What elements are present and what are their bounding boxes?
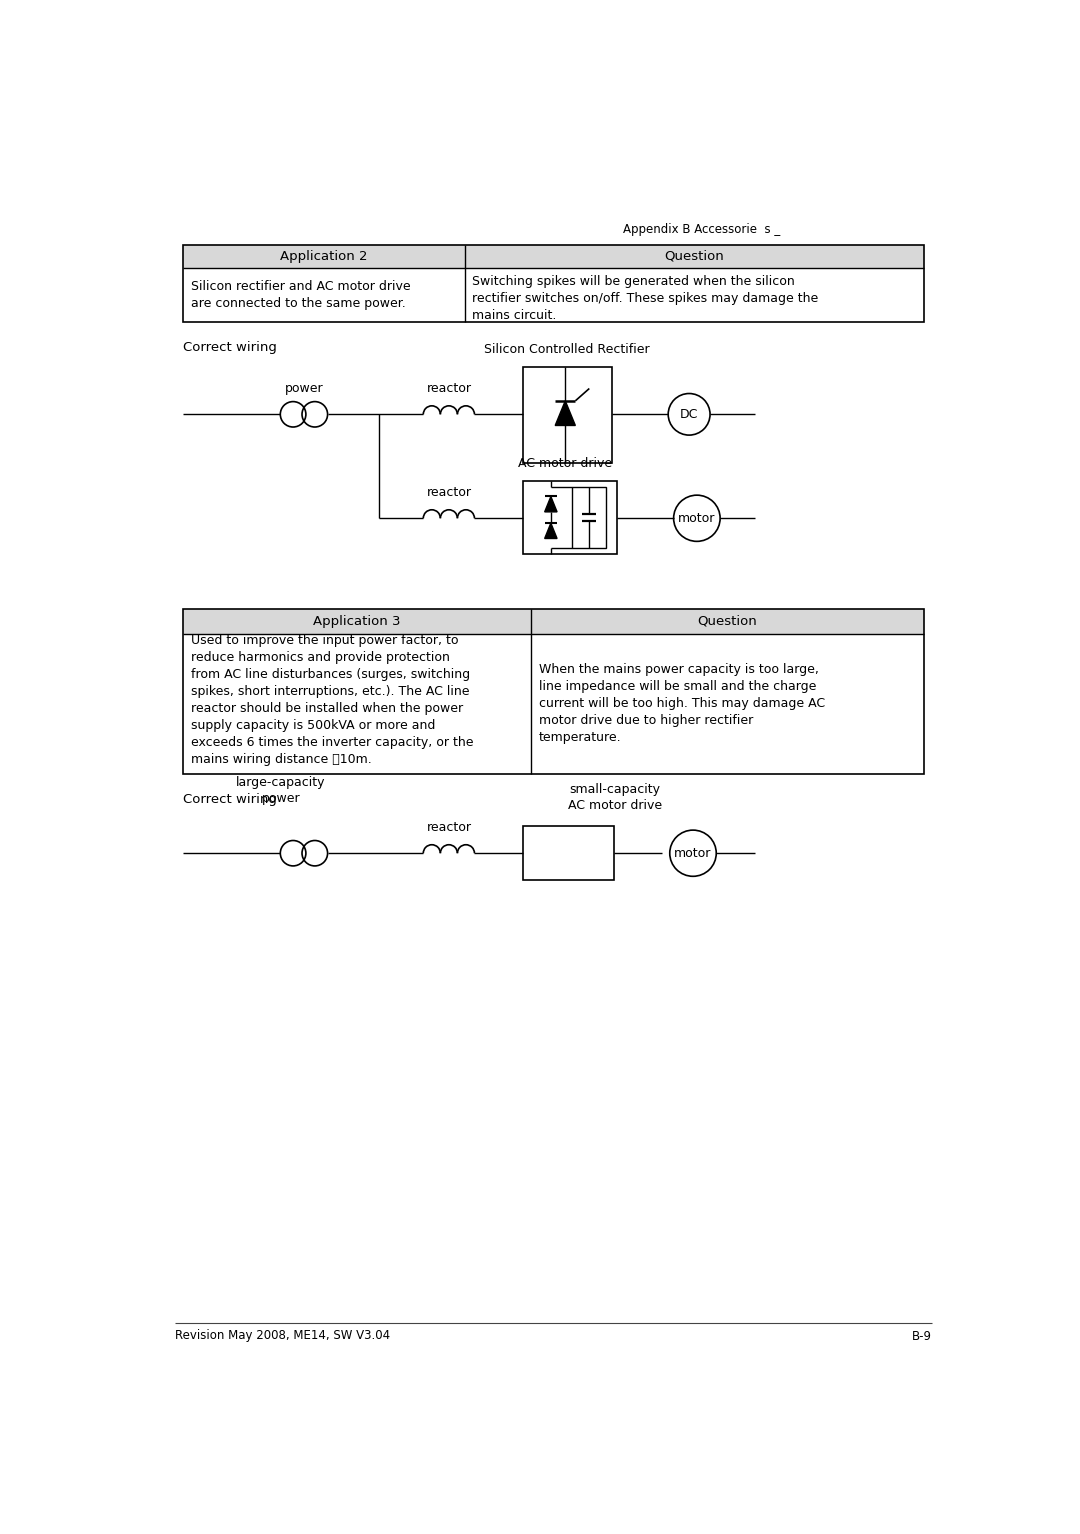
Text: Correct wiring: Correct wiring — [183, 793, 276, 805]
Text: Silicon rectifier and AC motor drive
are connected to the same power.: Silicon rectifier and AC motor drive are… — [191, 281, 410, 310]
Text: motor: motor — [674, 847, 712, 859]
Bar — [523, 827, 613, 881]
Bar — [523, 367, 611, 463]
Polygon shape — [544, 523, 557, 538]
Text: AC motor drive: AC motor drive — [518, 457, 612, 469]
Text: DC: DC — [680, 408, 699, 420]
Text: Appendix B Accessorie  s _: Appendix B Accessorie s _ — [623, 222, 781, 236]
Bar — [571, 486, 606, 548]
Bar — [183, 609, 924, 773]
Text: B-9: B-9 — [912, 1330, 932, 1342]
Text: large-capacity
power: large-capacity power — [235, 776, 325, 805]
Text: Switching spikes will be generated when the silicon
rectifier switches on/off. T: Switching spikes will be generated when … — [472, 275, 819, 322]
Text: Question: Question — [664, 250, 725, 262]
Text: Question: Question — [698, 615, 757, 627]
Polygon shape — [544, 497, 557, 512]
Bar — [183, 245, 924, 322]
Text: motor: motor — [678, 512, 716, 525]
Polygon shape — [555, 400, 576, 425]
Text: small-capacity
AC motor drive: small-capacity AC motor drive — [568, 782, 662, 811]
Bar — [531, 609, 924, 634]
Bar — [183, 245, 464, 268]
Bar — [464, 245, 924, 268]
Text: Silicon Controlled Rectifier: Silicon Controlled Rectifier — [484, 344, 650, 356]
Text: Revision May 2008, ME14, SW V3.04: Revision May 2008, ME14, SW V3.04 — [175, 1330, 391, 1342]
Text: reactor: reactor — [427, 821, 471, 834]
Bar — [523, 480, 617, 554]
Text: Application 3: Application 3 — [313, 615, 401, 627]
Text: power: power — [285, 382, 323, 396]
Text: Used to improve the input power factor, to
reduce harmonics and provide protecti: Used to improve the input power factor, … — [191, 634, 473, 765]
Text: reactor: reactor — [427, 486, 471, 500]
Text: Application 2: Application 2 — [280, 250, 367, 262]
Bar — [183, 609, 531, 634]
Text: reactor: reactor — [427, 382, 471, 396]
Text: Correct wiring: Correct wiring — [183, 341, 276, 354]
Text: When the mains power capacity is too large,
line impedance will be small and the: When the mains power capacity is too lar… — [539, 663, 825, 744]
